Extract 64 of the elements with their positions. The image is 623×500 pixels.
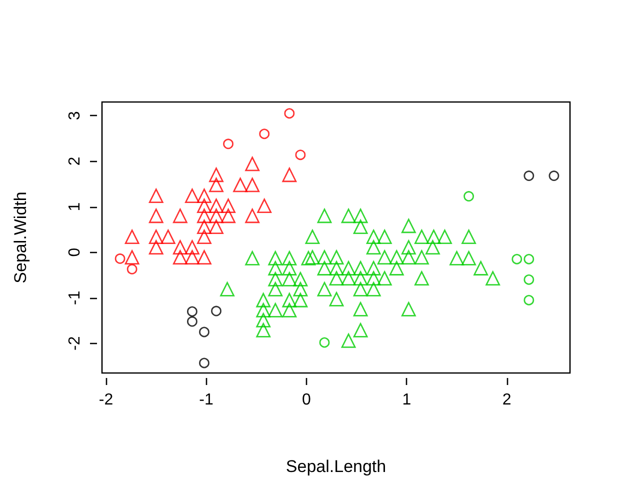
y-tick-label: 1 — [66, 202, 84, 212]
point — [524, 294, 534, 306]
point — [211, 306, 222, 316]
x-axis-title: Sepal.Length — [286, 457, 386, 476]
point — [223, 138, 234, 150]
point — [221, 208, 236, 224]
point — [148, 188, 164, 204]
point — [524, 274, 534, 285]
point — [148, 208, 164, 224]
point — [199, 358, 210, 368]
point — [282, 168, 297, 182]
point — [221, 198, 236, 214]
point — [184, 250, 200, 265]
y-tick-label: -1 — [66, 290, 84, 305]
y-tick-label: 0 — [66, 248, 84, 257]
x-tick-label: 2 — [502, 392, 512, 408]
point — [319, 337, 330, 348]
point — [245, 156, 260, 172]
point — [199, 326, 210, 338]
point — [172, 250, 188, 265]
point — [209, 198, 224, 214]
x-tick-label: 0 — [302, 392, 311, 408]
point — [209, 168, 224, 182]
point — [295, 150, 306, 160]
point — [209, 178, 224, 192]
point — [197, 198, 212, 214]
point — [124, 250, 140, 265]
y-tick-label: 3 — [66, 111, 84, 120]
y-axis-title: Sepal.Width — [11, 192, 30, 284]
point — [209, 208, 224, 224]
point — [160, 230, 176, 244]
point — [548, 170, 560, 181]
point — [124, 230, 140, 244]
point — [464, 191, 474, 202]
point — [284, 108, 295, 119]
point — [197, 208, 212, 224]
point — [245, 178, 260, 192]
x-tick-label: -1 — [199, 392, 214, 408]
point — [245, 208, 260, 224]
point — [512, 254, 522, 264]
point — [114, 253, 126, 264]
point — [209, 220, 224, 234]
point — [184, 188, 200, 204]
point — [257, 198, 272, 214]
point — [259, 128, 270, 140]
point — [524, 170, 534, 181]
point — [197, 188, 212, 204]
point — [524, 254, 534, 264]
point — [187, 306, 198, 317]
point — [148, 240, 164, 254]
x-tick-label: 1 — [402, 392, 412, 408]
y-tick-label: -2 — [66, 336, 84, 351]
point — [126, 264, 138, 274]
point — [197, 220, 212, 234]
point — [233, 178, 248, 192]
point — [172, 240, 188, 254]
point — [148, 230, 164, 244]
point — [184, 240, 200, 254]
point — [187, 316, 198, 327]
x-tick-label: -2 — [98, 392, 114, 408]
point — [172, 208, 188, 224]
point — [197, 250, 212, 265]
point — [197, 230, 212, 244]
y-tick-label: 2 — [66, 156, 84, 166]
